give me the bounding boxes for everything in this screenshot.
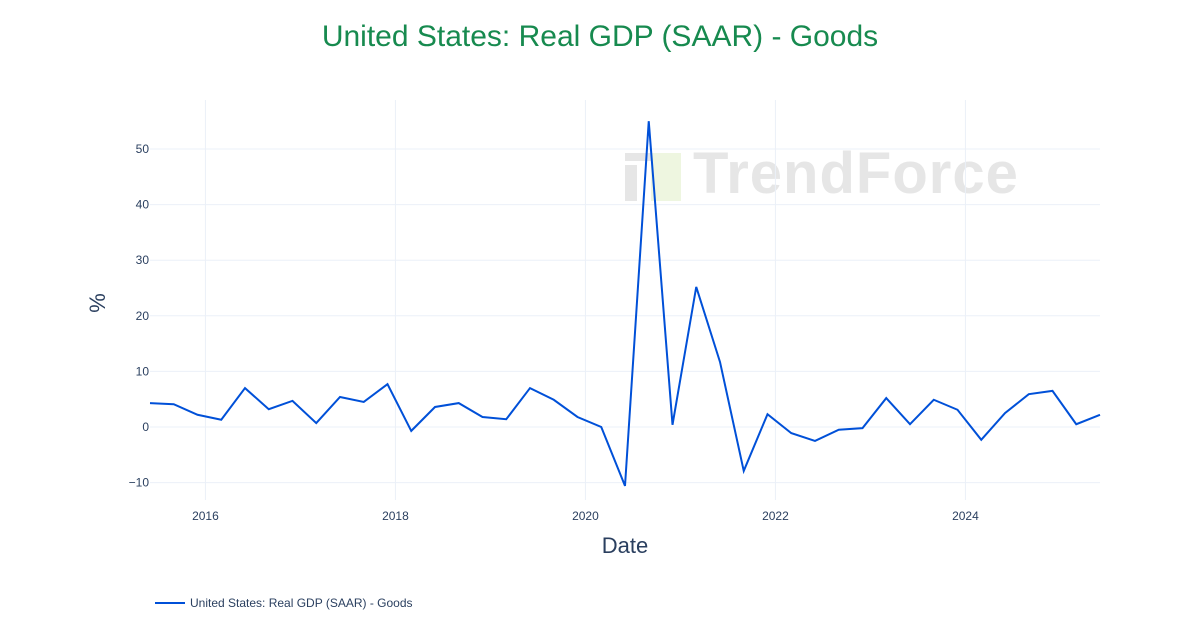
y-tick-label: −10 [129, 476, 150, 490]
y-tick-label: 30 [136, 253, 150, 267]
y-axis-ticks: −10 0 10 20 30 40 50 [129, 142, 150, 490]
x-tick-label: 2024 [952, 509, 979, 523]
y-tick-label: 50 [136, 142, 150, 156]
watermark-text: TrendForce [693, 141, 1019, 206]
y-axis-title: % [85, 293, 110, 313]
x-axis-ticks: 2016 2018 2020 2022 2024 [192, 509, 979, 523]
y-tick-label: 20 [136, 309, 150, 323]
grid [150, 100, 1100, 500]
x-tick-label: 2020 [572, 509, 599, 523]
legend-swatch [155, 602, 185, 604]
series-layer [149, 121, 1101, 487]
x-axis-title: Date [602, 533, 648, 558]
trendforce-watermark: TrendForce [625, 140, 1019, 207]
y-tick-label: 10 [136, 364, 150, 378]
x-tick-label: 2018 [382, 509, 409, 523]
legend-label: United States: Real GDP (SAAR) - Goods [190, 596, 413, 610]
legend[interactable]: United States: Real GDP (SAAR) - Goods [155, 596, 413, 610]
x-tick-label: 2022 [762, 509, 789, 523]
y-tick-label: 40 [136, 198, 150, 212]
series-line [149, 121, 1101, 487]
chart-title: United States: Real GDP (SAAR) - Goods [321, 20, 879, 53]
y-tick-label: 0 [142, 420, 149, 434]
x-tick-label: 2016 [192, 509, 219, 523]
